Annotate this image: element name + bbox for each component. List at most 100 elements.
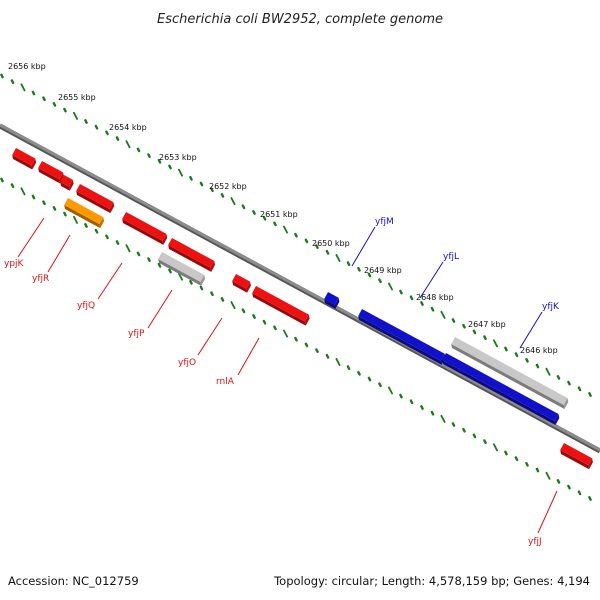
scale-tick (12, 81, 13, 83)
scale-tick (222, 194, 223, 196)
scale-tick (243, 206, 244, 208)
scale-tick (231, 302, 234, 308)
scale-tick (526, 359, 527, 361)
gene-face (122, 212, 166, 241)
scale-tick (231, 198, 234, 204)
scale-tick (33, 196, 34, 198)
scale-tick (64, 109, 65, 111)
scale-tick (441, 416, 444, 422)
scale-tick (117, 137, 118, 139)
scale-tick (400, 395, 401, 397)
scale-label: 2647 kbp (468, 320, 506, 329)
gene-label-yfjO: yfjO (178, 358, 196, 368)
scale-tick (558, 480, 559, 482)
accession-text: Accession: NC_012759 (8, 574, 139, 588)
scale-tick (190, 281, 191, 283)
scale-tick (526, 463, 527, 465)
scale-label: 2649 kbp (364, 266, 402, 275)
scale-tick (358, 268, 359, 270)
scale-tick (463, 325, 464, 327)
scale-tick (169, 166, 170, 168)
scale-label: 2650 kbp (312, 239, 350, 248)
scale-tick (106, 132, 107, 134)
scale-tick (274, 327, 275, 329)
gene-label-rnlA: rnlA (216, 377, 235, 387)
scale-tick (505, 348, 506, 350)
leader-line (538, 491, 557, 533)
scale-tick (74, 217, 77, 223)
scale-tick (336, 359, 339, 365)
scale-tick (421, 406, 422, 408)
scale-tick (421, 302, 422, 304)
scale-tick (274, 223, 275, 225)
gene-label-yfjR: yfjR (32, 274, 49, 284)
scale-tick (453, 319, 454, 321)
scale-tick (463, 429, 464, 431)
scale-tick (117, 241, 118, 243)
scale-tick (54, 207, 55, 209)
scale-tick (126, 245, 129, 251)
scale-tick (432, 308, 433, 310)
scale-label: 2652 kbp (209, 182, 247, 191)
scale-tick (537, 365, 538, 367)
scale-tick (74, 113, 77, 119)
scale-tick (85, 224, 86, 226)
scale-tick (558, 376, 559, 378)
scale-label: 2654 kbp (109, 123, 147, 132)
scale-tick (284, 227, 287, 233)
scale-tick (295, 234, 296, 236)
map-title: Escherichia coli BW2952, complete genome (157, 12, 443, 27)
scale-tick (85, 120, 86, 122)
gene-label-ypjK: ypjK (4, 259, 25, 269)
scale-tick (64, 213, 65, 215)
gene-arrow (122, 212, 167, 245)
scale-tick (1, 179, 2, 181)
scale-tick (336, 255, 339, 261)
scale-tick (453, 423, 454, 425)
gene-label-yfjL: yfjL (443, 252, 459, 262)
scale-tick (474, 435, 475, 437)
scale-tick (494, 340, 497, 346)
genome-backbone (0, 125, 600, 451)
scale-tick (33, 92, 34, 94)
scale-tick (348, 263, 349, 265)
scale-tick (190, 177, 191, 179)
gene-arrow (358, 309, 445, 365)
scale-tick (126, 141, 129, 147)
scale-tick (411, 401, 412, 403)
scale-tick (484, 337, 485, 339)
scale-tick (568, 486, 569, 488)
scale-tick (568, 382, 569, 384)
scale-tick (222, 298, 223, 300)
scale-tick (106, 236, 107, 238)
scale-tick (295, 338, 296, 340)
scale-track-upper (1, 75, 590, 396)
leader-line (48, 235, 70, 272)
scale-tick (348, 367, 349, 369)
scale-tick (211, 293, 212, 295)
scale-tick (148, 155, 149, 157)
scale-tick (579, 388, 580, 390)
scale-tick (21, 84, 24, 90)
scale-label: 2655 kbp (58, 93, 96, 102)
scale-label: 2656 kbp (8, 62, 46, 71)
scale-tick (169, 270, 170, 272)
scale-tick (516, 354, 517, 356)
scale-label: 2648 kbp (416, 293, 454, 302)
scale-tick (179, 170, 182, 176)
gene-arrow (38, 161, 64, 184)
scale-tick (54, 103, 55, 105)
leader-line (198, 318, 222, 355)
scale-tick (432, 412, 433, 414)
scale-tick (243, 310, 244, 312)
scale-tick (516, 458, 517, 460)
scale-tick (43, 202, 44, 204)
scale-tick (316, 350, 317, 352)
gene-label-yfjK: yfjK (542, 302, 560, 312)
gene-arrow (232, 274, 251, 293)
scale-tick (96, 230, 97, 232)
scale-tick (484, 441, 485, 443)
scale-tick (546, 369, 549, 375)
scale-tick (589, 497, 590, 499)
gene-side (358, 316, 441, 365)
